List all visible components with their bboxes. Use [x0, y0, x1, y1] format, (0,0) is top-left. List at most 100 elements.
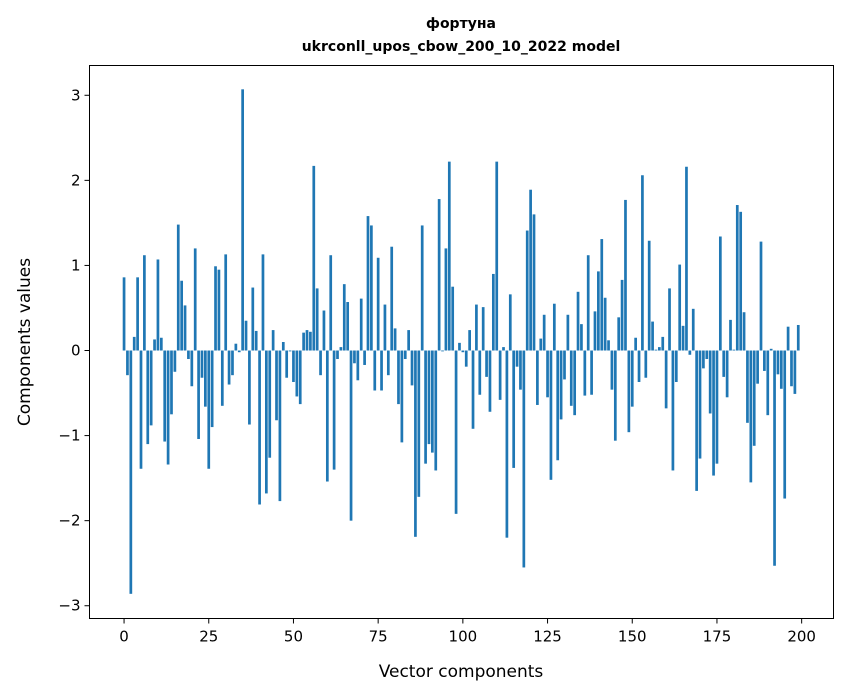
bar [156, 259, 160, 351]
bar [471, 350, 475, 429]
y-tick-label: 1 [71, 256, 81, 274]
bar [139, 350, 143, 469]
bar [309, 331, 312, 351]
bar [563, 350, 566, 380]
bar [332, 350, 336, 470]
bar [613, 350, 617, 441]
bar [403, 350, 407, 360]
bar [126, 350, 129, 376]
bar [187, 350, 190, 360]
bar [718, 236, 722, 351]
y-axis-label: Components values [15, 258, 35, 426]
bar [231, 350, 234, 376]
bar [431, 350, 434, 453]
bar [207, 350, 211, 469]
bar [712, 350, 715, 476]
y-tick-label: 2 [71, 171, 81, 189]
bar [441, 350, 444, 352]
bar [674, 350, 678, 382]
bar [380, 350, 383, 391]
y-tick-label: 3 [71, 86, 81, 104]
x-tick-label: 125 [533, 628, 562, 646]
bar [519, 350, 522, 390]
bar [298, 350, 302, 405]
bar [583, 350, 587, 396]
bar [495, 161, 499, 351]
bar [122, 277, 126, 351]
bar [739, 211, 743, 351]
bar [722, 350, 726, 377]
bar [695, 350, 698, 491]
bar [278, 350, 282, 502]
bar [163, 350, 167, 442]
bar [725, 350, 729, 398]
bar [647, 240, 651, 351]
x-tick-label: 175 [703, 628, 732, 646]
bar [346, 302, 350, 351]
bar [254, 330, 258, 351]
bar [790, 350, 793, 387]
bar [766, 350, 770, 416]
x-tick-label: 200 [787, 628, 816, 646]
bar [654, 349, 658, 351]
bar [129, 350, 133, 594]
bar [363, 350, 366, 365]
bar [393, 328, 397, 351]
bar [590, 350, 593, 395]
bar [752, 350, 756, 446]
bar [793, 350, 797, 394]
bar [552, 303, 556, 351]
bar [759, 241, 763, 351]
x-tick-label: 100 [449, 628, 478, 646]
bar [275, 350, 278, 421]
bar [532, 214, 536, 351]
bar [773, 350, 776, 566]
bar [512, 350, 516, 468]
bar [464, 350, 468, 367]
y-tick-label: 0 [71, 342, 81, 360]
bar [248, 350, 251, 425]
bar [437, 199, 441, 351]
bar [586, 255, 590, 351]
bar [702, 350, 705, 369]
bar [146, 350, 150, 445]
bar [373, 350, 377, 391]
bar [193, 248, 197, 351]
chart-title: фортуна [426, 16, 496, 32]
y-axis: −3 −2 −1 0 1 2 3 [58, 86, 90, 615]
bar [685, 166, 688, 351]
bar [491, 273, 495, 351]
x-axis: 0 25 50 75 100 125 150 175 200 [119, 618, 816, 646]
x-tick-label: 50 [284, 628, 303, 646]
bar [600, 239, 604, 351]
bar [204, 350, 207, 407]
bar [407, 330, 411, 351]
bar [536, 350, 539, 405]
bar [268, 350, 272, 458]
bar [397, 350, 400, 405]
bar [698, 350, 702, 459]
bar [447, 161, 451, 351]
bar [434, 350, 438, 471]
bar [288, 350, 292, 352]
bar [624, 199, 627, 351]
bar [261, 254, 265, 351]
bar [295, 350, 299, 397]
y-tick-label: −3 [58, 597, 80, 615]
bar [353, 350, 356, 364]
bar [302, 332, 305, 351]
bar [414, 350, 417, 537]
bar [529, 189, 532, 351]
bar [742, 312, 746, 351]
bar [735, 205, 739, 351]
bar [153, 339, 156, 351]
bar [607, 340, 610, 351]
bar [292, 350, 295, 382]
bar [783, 350, 787, 499]
bar [576, 291, 580, 351]
bar [319, 350, 322, 376]
bar [549, 350, 553, 480]
bar [197, 350, 200, 439]
bar [522, 350, 526, 568]
bar [539, 338, 543, 351]
